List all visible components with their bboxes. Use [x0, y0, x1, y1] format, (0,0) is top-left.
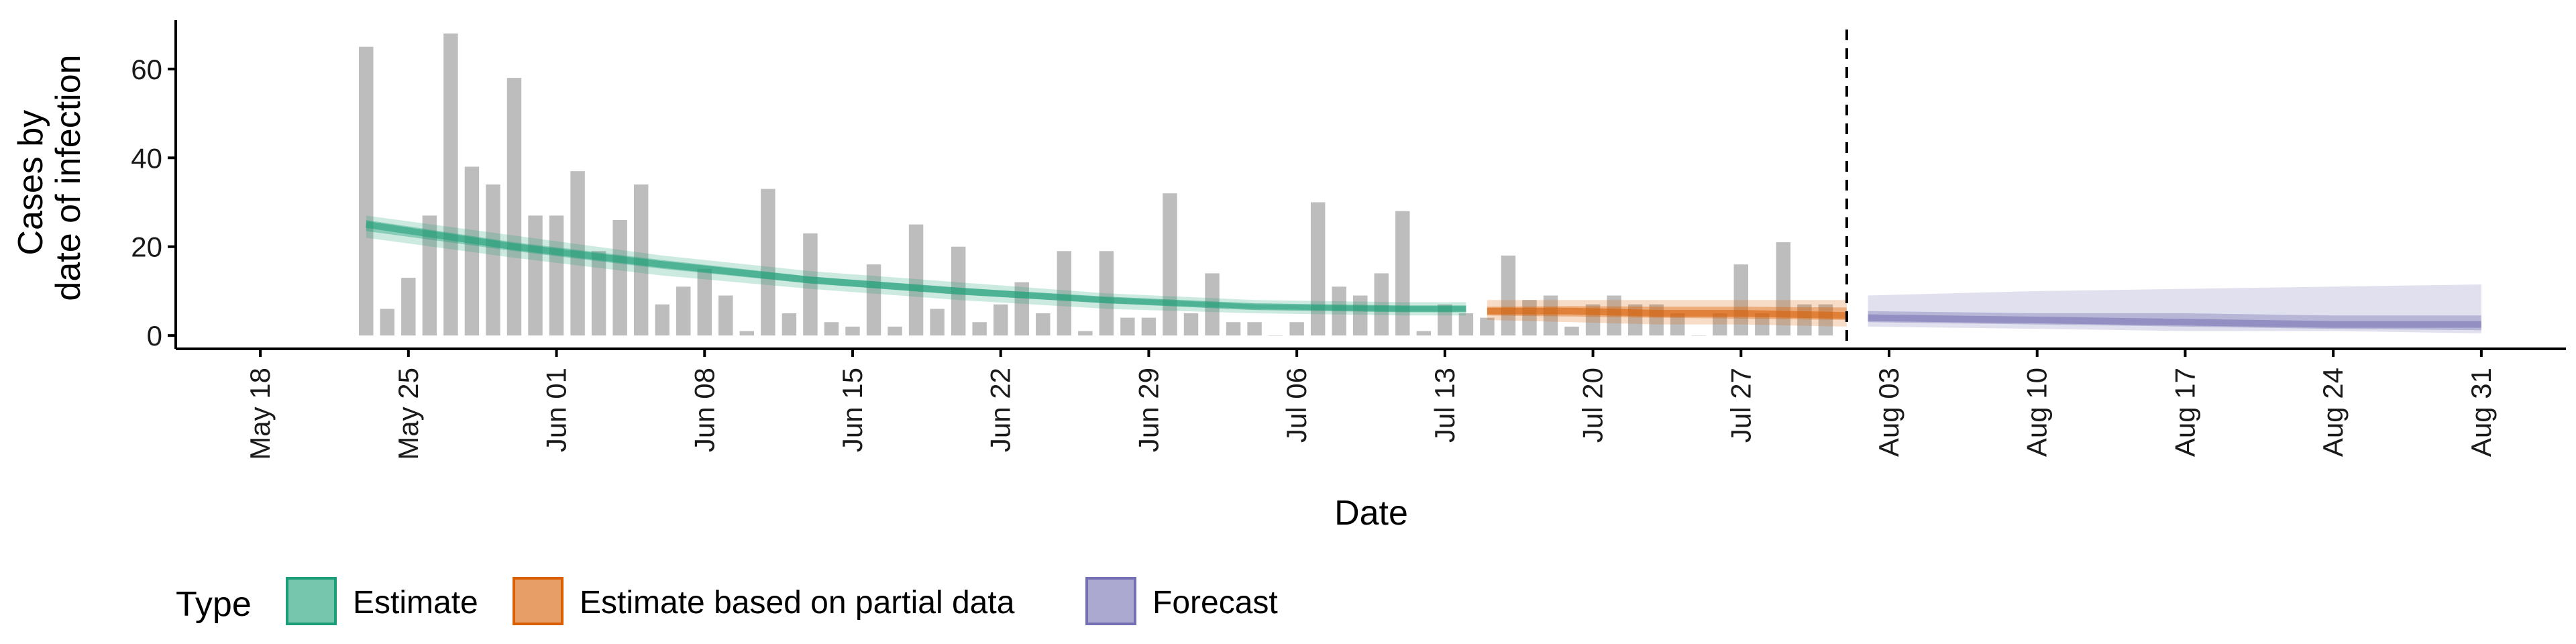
- case-bar: [612, 219, 627, 336]
- case-bar: [1755, 313, 1770, 336]
- y-axis-title-line-2: date of infection: [49, 54, 88, 301]
- case-bar: [697, 268, 712, 336]
- case-bar: [803, 233, 818, 336]
- x-tick-label: Jun 01: [541, 368, 572, 452]
- case-bar: [359, 46, 374, 336]
- case-bar: [824, 322, 839, 336]
- x-ticks: May 18 May 25 Jun 01 Jun 08 Jun 15 Jun 22 Jun …: [244, 349, 2497, 460]
- y-tick-label: 0: [147, 320, 162, 352]
- bars-layer: [359, 33, 1833, 336]
- x-tick-label: Jul 27: [1725, 368, 1756, 443]
- legend-title: Type: [176, 585, 252, 624]
- case-bar: [1733, 264, 1749, 336]
- case-bar: [1141, 317, 1157, 336]
- x-tick-label: Aug 03: [1873, 368, 1904, 457]
- case-bar: [782, 313, 797, 336]
- y-tick-label: 40: [131, 142, 162, 174]
- x-tick-label: Jun 08: [688, 368, 720, 452]
- case-bar: [591, 251, 606, 336]
- x-tick-label: Aug 24: [2317, 368, 2349, 457]
- case-bar: [1289, 322, 1304, 336]
- case-bar: [1078, 331, 1093, 336]
- x-tick-label: Jun 15: [837, 368, 868, 452]
- case-bar: [1036, 313, 1051, 336]
- legend-key-forecast: [1085, 577, 1136, 625]
- case-bar: [422, 215, 437, 336]
- case-bar: [1691, 335, 1706, 336]
- case-bar: [1395, 211, 1410, 336]
- case-bar: [866, 264, 881, 336]
- case-bar: [761, 189, 775, 336]
- case-bar: [1543, 295, 1558, 336]
- case-bar: [401, 278, 416, 336]
- case-bar: [993, 304, 1008, 336]
- x-tick-label: Jul 06: [1281, 368, 1312, 443]
- case-bar: [1416, 331, 1432, 336]
- case-bar: [506, 78, 522, 336]
- legend-label-forecast: Forecast: [1152, 585, 1278, 621]
- case-bar: [443, 33, 458, 336]
- x-axis-title: Date: [1334, 494, 1408, 533]
- case-bar: [549, 215, 564, 336]
- case-bar: [1226, 322, 1241, 336]
- case-bar: [1057, 251, 1072, 336]
- case-bar: [1310, 202, 1326, 336]
- case-bar: [1713, 313, 1727, 336]
- case-bar: [908, 224, 924, 336]
- x-tick-label: Aug 10: [2021, 368, 2053, 457]
- case-bar: [1268, 335, 1283, 336]
- case-bar: [1480, 317, 1495, 336]
- case-bar: [1120, 317, 1135, 336]
- estimate-based-on-partial-data-median-line: [1487, 307, 1847, 319]
- x-tick-label: Jul 20: [1577, 368, 1609, 443]
- legend-key-estimate: [286, 577, 337, 625]
- case-bar: [739, 331, 755, 336]
- case-bar: [1099, 251, 1114, 336]
- legend: Type Estimate Estimate based on partial …: [176, 577, 1278, 625]
- x-tick-label: May 25: [392, 368, 424, 460]
- case-bar: [676, 286, 691, 336]
- estimate-median-line: [366, 221, 1466, 313]
- case-bar: [1501, 255, 1516, 336]
- x-tick-label: Jun 22: [985, 368, 1016, 452]
- y-axis-title-line-1: Cases by: [11, 110, 50, 256]
- y-ticks: 0 20 40 60: [131, 54, 176, 352]
- y-axis-title: Cases by date of infection: [11, 54, 88, 301]
- case-bar: [655, 304, 669, 336]
- case-bar: [1458, 313, 1474, 336]
- case-bar: [1564, 326, 1579, 336]
- axes-layer: [174, 20, 2566, 350]
- case-bar: [972, 322, 987, 336]
- case-bar: [1163, 193, 1177, 336]
- case-bar: [718, 295, 733, 336]
- x-tick-label: Aug 31: [2465, 368, 2497, 457]
- case-bar: [486, 184, 500, 336]
- y-tick-label: 60: [131, 54, 162, 85]
- case-bar: [1183, 313, 1199, 336]
- case-bar: [930, 309, 945, 336]
- legend-label-partial: Estimate based on partial data: [580, 585, 1015, 621]
- legend-key-partial: [513, 577, 564, 625]
- legend-label-estimate: Estimate: [353, 585, 478, 621]
- case-bar: [528, 215, 543, 336]
- forecast-median-line: [1868, 314, 2481, 328]
- x-tick-label: May 18: [244, 368, 276, 460]
- case-bar: [1247, 322, 1262, 336]
- bands-layer: [366, 215, 2481, 333]
- case-bar: [1374, 273, 1389, 336]
- x-tick-label: Aug 17: [2169, 368, 2200, 457]
- case-bar: [888, 326, 902, 336]
- x-tick-label: Jul 13: [1429, 368, 1460, 443]
- case-bar: [1670, 313, 1685, 336]
- case-bar: [464, 166, 480, 336]
- x-tick-label: Jun 29: [1132, 368, 1164, 452]
- y-tick-label: 20: [131, 231, 162, 263]
- case-bar: [845, 326, 860, 336]
- case-bar: [380, 309, 395, 336]
